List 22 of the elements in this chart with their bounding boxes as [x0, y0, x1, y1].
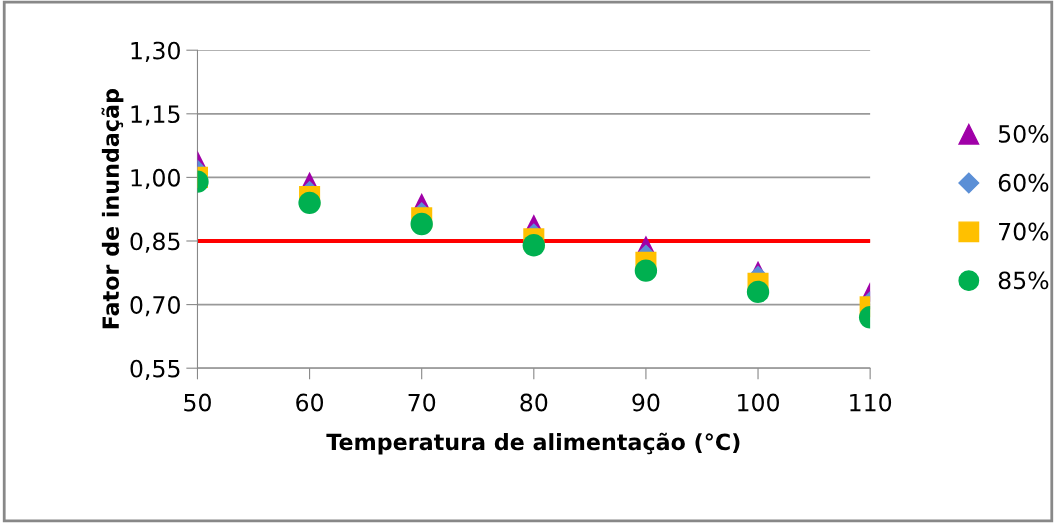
x-tick-label: 110	[850, 393, 892, 412]
legend-label: 60%	[998, 173, 1049, 192]
y-tick-label: 1,00	[131, 168, 180, 190]
x-tick-label: 100	[738, 393, 779, 412]
point	[522, 234, 546, 257]
legend-label: 85%	[998, 271, 1049, 290]
y-tick-label: 1,30	[131, 41, 180, 62]
x-axis-title: Temperatura de alimentação (°C)	[326, 432, 740, 455]
x-tick-label: 70	[408, 393, 436, 412]
x-tick-label: 80	[520, 393, 548, 412]
y-tick-label: 1,15	[131, 105, 180, 126]
y-tick-label: 0,55	[130, 359, 180, 380]
y-axis-title: Fator de inundaçãp	[101, 89, 124, 329]
point	[410, 212, 433, 236]
x-tick-label: 50	[184, 393, 211, 412]
x-tick-label: 90	[632, 393, 660, 412]
point	[634, 259, 658, 282]
x-tick-label: 60	[296, 393, 324, 412]
y-tick-label: 0,70	[130, 296, 180, 317]
legend-label: 50%	[998, 124, 1049, 143]
y-tick-label: 0,85	[130, 232, 180, 253]
legend-label: 70%	[999, 222, 1049, 241]
